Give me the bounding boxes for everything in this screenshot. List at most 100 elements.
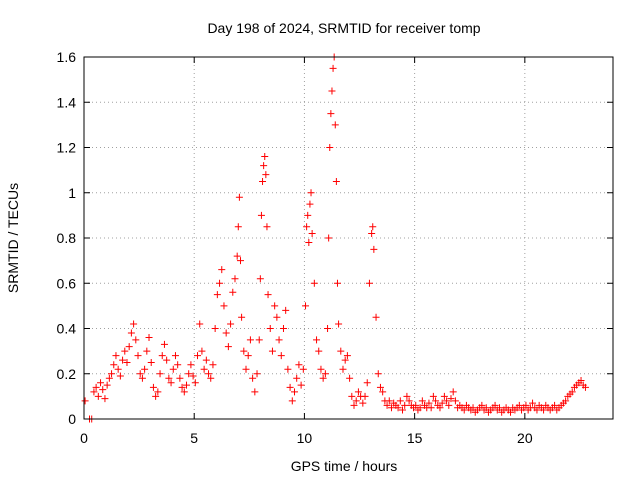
data-point (515, 401, 523, 409)
data-point (266, 325, 274, 332)
data-point (401, 401, 409, 409)
data-point (343, 352, 351, 360)
data-point (253, 370, 261, 378)
data-point (160, 340, 168, 348)
data-point (451, 397, 459, 405)
data-point (303, 223, 311, 231)
data-point (339, 365, 347, 373)
data-point (387, 404, 395, 412)
data-point (264, 291, 272, 299)
data-point (200, 365, 208, 373)
data-point (141, 365, 149, 373)
y-tick-label: 0.2 (57, 366, 77, 382)
data-point (329, 64, 337, 72)
data-point (147, 358, 155, 366)
data-point (242, 365, 250, 373)
data-point (440, 392, 448, 400)
data-point (251, 388, 259, 396)
data-point (198, 347, 206, 355)
data-point (154, 388, 162, 396)
data-point (196, 320, 204, 328)
data-point (176, 374, 184, 382)
chart-title: Day 198 of 2024, SRMTID for receiver tom… (207, 20, 480, 36)
data-point (187, 361, 195, 369)
data-point (370, 245, 378, 253)
data-point (101, 395, 109, 403)
data-point (235, 193, 243, 201)
data-point (568, 388, 576, 396)
data-point (271, 302, 279, 310)
data-point (259, 177, 267, 185)
data-point (405, 397, 413, 405)
data-point (403, 392, 411, 400)
data-point (305, 239, 313, 247)
data-point (180, 388, 188, 396)
data-point (127, 329, 135, 337)
data-point (209, 361, 217, 369)
data-point (307, 189, 315, 197)
data-point (277, 352, 285, 360)
data-point (174, 361, 182, 369)
data-point (562, 397, 570, 405)
data-point (132, 336, 140, 344)
data-point (416, 404, 424, 412)
data-point (211, 325, 219, 332)
data-point (365, 279, 373, 287)
data-point (333, 279, 341, 287)
data-point (119, 356, 127, 364)
data-point (240, 347, 248, 355)
data-point (337, 347, 345, 355)
data-point (321, 370, 329, 378)
data-point (158, 352, 166, 360)
data-point (396, 397, 404, 405)
data-point (331, 121, 339, 129)
data-point (163, 356, 171, 364)
data-point (436, 404, 444, 412)
data-point (121, 347, 129, 355)
data-point (302, 302, 310, 310)
data-point (220, 302, 228, 310)
data-point (255, 336, 263, 344)
data-point (262, 171, 270, 179)
data-point (156, 370, 164, 378)
data-point (348, 392, 356, 400)
data-point (229, 288, 237, 296)
x-tick-label: 10 (297, 430, 313, 446)
data-point (231, 275, 239, 283)
data-point (447, 395, 455, 403)
data-point (108, 370, 116, 378)
axes: 0 5 10 15 20 0 0.2 0.4 0.6 0.8 1 1.2 1.4 1.6 (57, 49, 613, 446)
data-point (317, 365, 325, 373)
data-point (257, 211, 265, 219)
data-point (205, 370, 213, 378)
data-point (114, 365, 122, 373)
data-point (94, 392, 102, 400)
y-tick-label: 1.2 (57, 140, 77, 156)
data-point (290, 388, 298, 396)
grid-lines (84, 57, 613, 419)
data-point (328, 87, 336, 95)
data-point (134, 352, 142, 360)
data-point (354, 388, 362, 396)
data-point (359, 399, 367, 407)
data-point (551, 401, 559, 409)
data-point (432, 397, 440, 405)
data-point (112, 352, 120, 360)
data-point (130, 320, 138, 328)
data-point (236, 257, 244, 265)
data-point (491, 401, 499, 409)
data-point (325, 234, 333, 242)
data-point (310, 279, 318, 287)
data-point (222, 329, 230, 337)
data-point (92, 383, 100, 391)
data-point (116, 372, 124, 380)
data-point (427, 404, 435, 412)
y-tick-label: 1.4 (57, 94, 77, 110)
data-point (152, 392, 160, 400)
data-point (185, 370, 193, 378)
data-point (295, 361, 303, 369)
data-point (319, 374, 327, 382)
data-point (315, 347, 323, 355)
data-point (99, 386, 107, 394)
